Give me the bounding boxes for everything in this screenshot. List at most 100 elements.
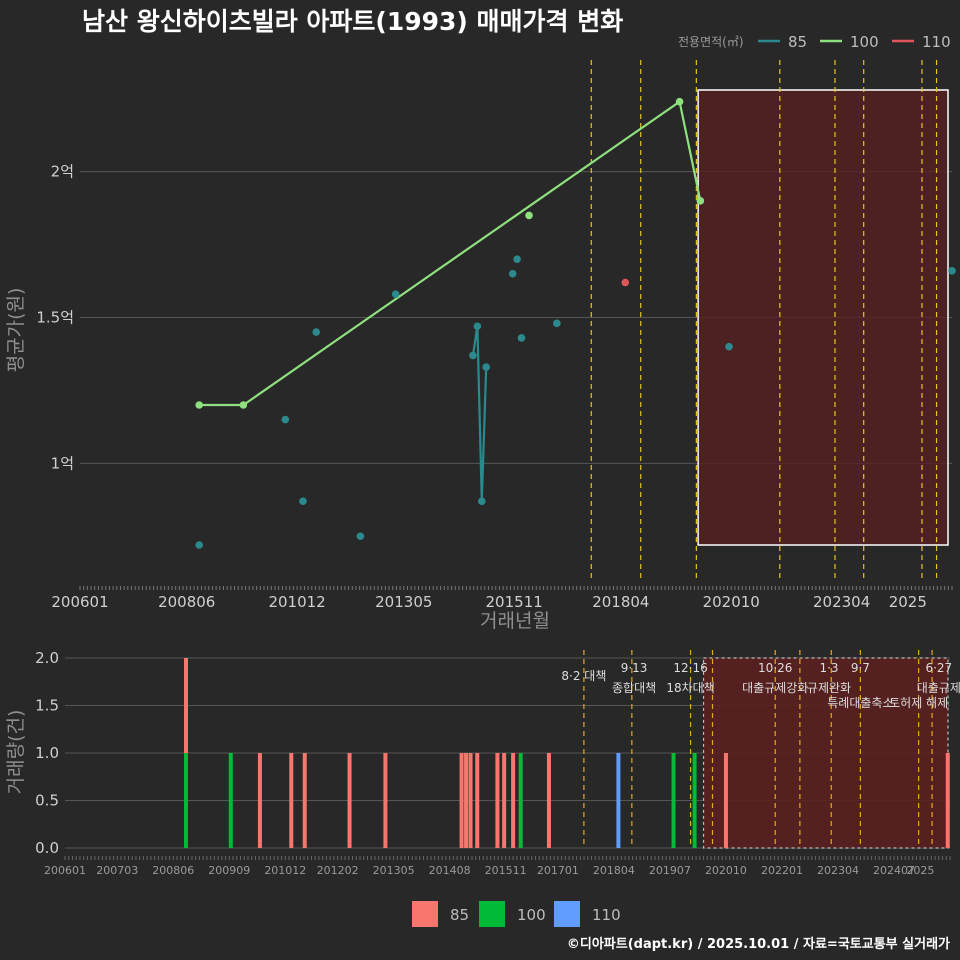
bar-85 xyxy=(495,753,500,848)
bottom-x-tick-label: 200806 xyxy=(152,864,194,877)
data-point-100 xyxy=(525,211,533,220)
annotation-label: 토허제 해제 xyxy=(889,696,948,710)
top-x-tick-label: 202010 xyxy=(703,593,760,611)
bar-85 xyxy=(347,753,352,848)
bottom-x-tick-label: 202304 xyxy=(817,864,859,877)
top-x-tick-label: 2025 xyxy=(889,593,927,611)
bar-85 xyxy=(183,658,188,753)
top-y-tick-label: 2억 xyxy=(51,163,74,181)
top-x-axis-title: 거래년월 xyxy=(480,610,550,632)
bottom-x-tick-label: 201701 xyxy=(537,864,579,877)
top-x-tick-label: 201012 xyxy=(268,593,325,611)
bottom-x-tick-label: 201202 xyxy=(317,864,359,877)
bottom-x-tick-label: 201012 xyxy=(264,864,306,877)
bar-85 xyxy=(475,753,480,848)
top-highlight-box xyxy=(697,89,949,546)
bottom-x-tick-label: 201408 xyxy=(429,864,471,877)
annotation-date: 8·2 대책 xyxy=(561,668,606,683)
data-point-85 xyxy=(356,532,365,541)
bar-100 xyxy=(228,753,233,848)
annotation-label: 특례대출축소 xyxy=(827,696,893,710)
data-point-100 xyxy=(195,401,204,409)
bottom-x-tick-label: 202010 xyxy=(705,864,747,877)
data-point-85 xyxy=(517,334,526,342)
top-x-tick-label: 201804 xyxy=(592,593,649,611)
data-point-85 xyxy=(553,319,561,328)
top-x-tick-label: 202304 xyxy=(813,593,870,611)
legend-label-100: 100 xyxy=(850,33,879,51)
bottom-chart: 0.0 0.5 1.0 1.5 2.0 200601 200703 200806 200909 2… xyxy=(35,649,960,877)
annotation-date: 10·26 xyxy=(758,661,792,675)
bottom-x-tick-label: 201305 xyxy=(373,864,415,877)
bar-100 xyxy=(671,753,676,848)
top-x-tick-label: 200601 xyxy=(51,593,108,611)
data-point-85 xyxy=(299,497,307,506)
bottom-x-tick-label: 201804 xyxy=(593,864,635,877)
bottom-y-tick-label: 1.0 xyxy=(35,744,59,762)
data-point-100 xyxy=(239,401,248,409)
bottom-y-tick-label: 2.0 xyxy=(35,649,59,667)
bottom-legend-label-110: 110 xyxy=(592,906,621,924)
annotation-label: 대출규제강화 xyxy=(742,681,808,695)
bottom-x-tick-label: 2025 xyxy=(906,864,934,877)
bar-85 xyxy=(723,753,728,848)
annotation-label: 18차대책 xyxy=(666,680,714,695)
legend-title: 전용면적(㎡) xyxy=(678,35,744,49)
bottom-y-tick-label: 0.5 xyxy=(35,792,59,810)
annotation-date: 12·16 xyxy=(673,661,707,675)
bottom-legend-label-85: 85 xyxy=(450,906,469,924)
bar-85 xyxy=(464,753,469,848)
data-point-85 xyxy=(513,255,521,263)
bottom-legend: 85 100 110 xyxy=(412,901,621,927)
bottom-x-tick-label: 202407 xyxy=(873,864,915,877)
series-line-85 xyxy=(471,326,488,502)
bar-85 xyxy=(945,753,950,848)
chart-title: 남산 왕신하이츠빌라 아파트(1993) 매매가격 변화 xyxy=(82,7,623,36)
footer-credit: ©디아파트(dapt.kr) / 2025.10.01 / 자료=국토교통부 실… xyxy=(567,936,950,952)
bottom-legend-label-100: 100 xyxy=(517,906,546,924)
data-point-85 xyxy=(312,328,321,336)
bottom-highlight-box xyxy=(702,657,949,849)
legend-label-110: 110 xyxy=(922,33,951,51)
bar-85 xyxy=(257,753,262,848)
annotation-date: 9·13 xyxy=(621,661,648,675)
annotation-date: 6·27 xyxy=(925,661,952,675)
top-x-tick-label: 201511 xyxy=(486,593,543,611)
top-x-tick-label: 201305 xyxy=(375,593,432,611)
legend-label-85: 85 xyxy=(788,33,807,51)
bar-85 xyxy=(511,753,516,848)
bar-100 xyxy=(518,753,523,848)
data-point-100 xyxy=(696,197,705,205)
data-point-85 xyxy=(508,269,517,278)
bottom-x-tick-label: 200909 xyxy=(208,864,250,877)
bottom-x-tick-label: 200601 xyxy=(44,864,86,877)
annotation-label: 대출규제 xyxy=(917,681,960,695)
annotation-label: 종합대책 xyxy=(612,680,656,695)
data-point-85 xyxy=(391,290,400,298)
bar-85 xyxy=(546,753,551,848)
data-point-85 xyxy=(725,342,733,351)
data-point-110 xyxy=(621,278,630,287)
data-point-85 xyxy=(281,415,290,424)
bar-100 xyxy=(692,753,697,848)
top-y-axis-title: 평균가(원) xyxy=(5,288,27,373)
bottom-legend-swatch-100 xyxy=(479,901,505,927)
bottom-y-axis-title: 거래량(건) xyxy=(5,710,27,795)
bar-85 xyxy=(289,753,294,848)
bottom-x-tick-label: 200703 xyxy=(96,864,138,877)
bottom-x-tick-label: 202201 xyxy=(761,864,803,877)
data-point-85 xyxy=(477,497,486,506)
data-point-85 xyxy=(482,363,490,371)
data-point-85 xyxy=(469,351,477,360)
data-point-85 xyxy=(948,267,956,275)
bar-85 xyxy=(468,753,473,848)
bar-85 xyxy=(383,753,388,848)
data-point-100 xyxy=(675,97,684,106)
annotation-date: 1·3 xyxy=(819,661,838,675)
bar-85 xyxy=(302,753,307,848)
data-point-85 xyxy=(473,322,482,331)
bottom-legend-swatch-110 xyxy=(554,901,580,927)
bottom-y-tick-label: 0.0 xyxy=(35,839,59,857)
bottom-y-tick-label: 1.5 xyxy=(35,697,59,715)
data-point-85 xyxy=(195,541,204,549)
